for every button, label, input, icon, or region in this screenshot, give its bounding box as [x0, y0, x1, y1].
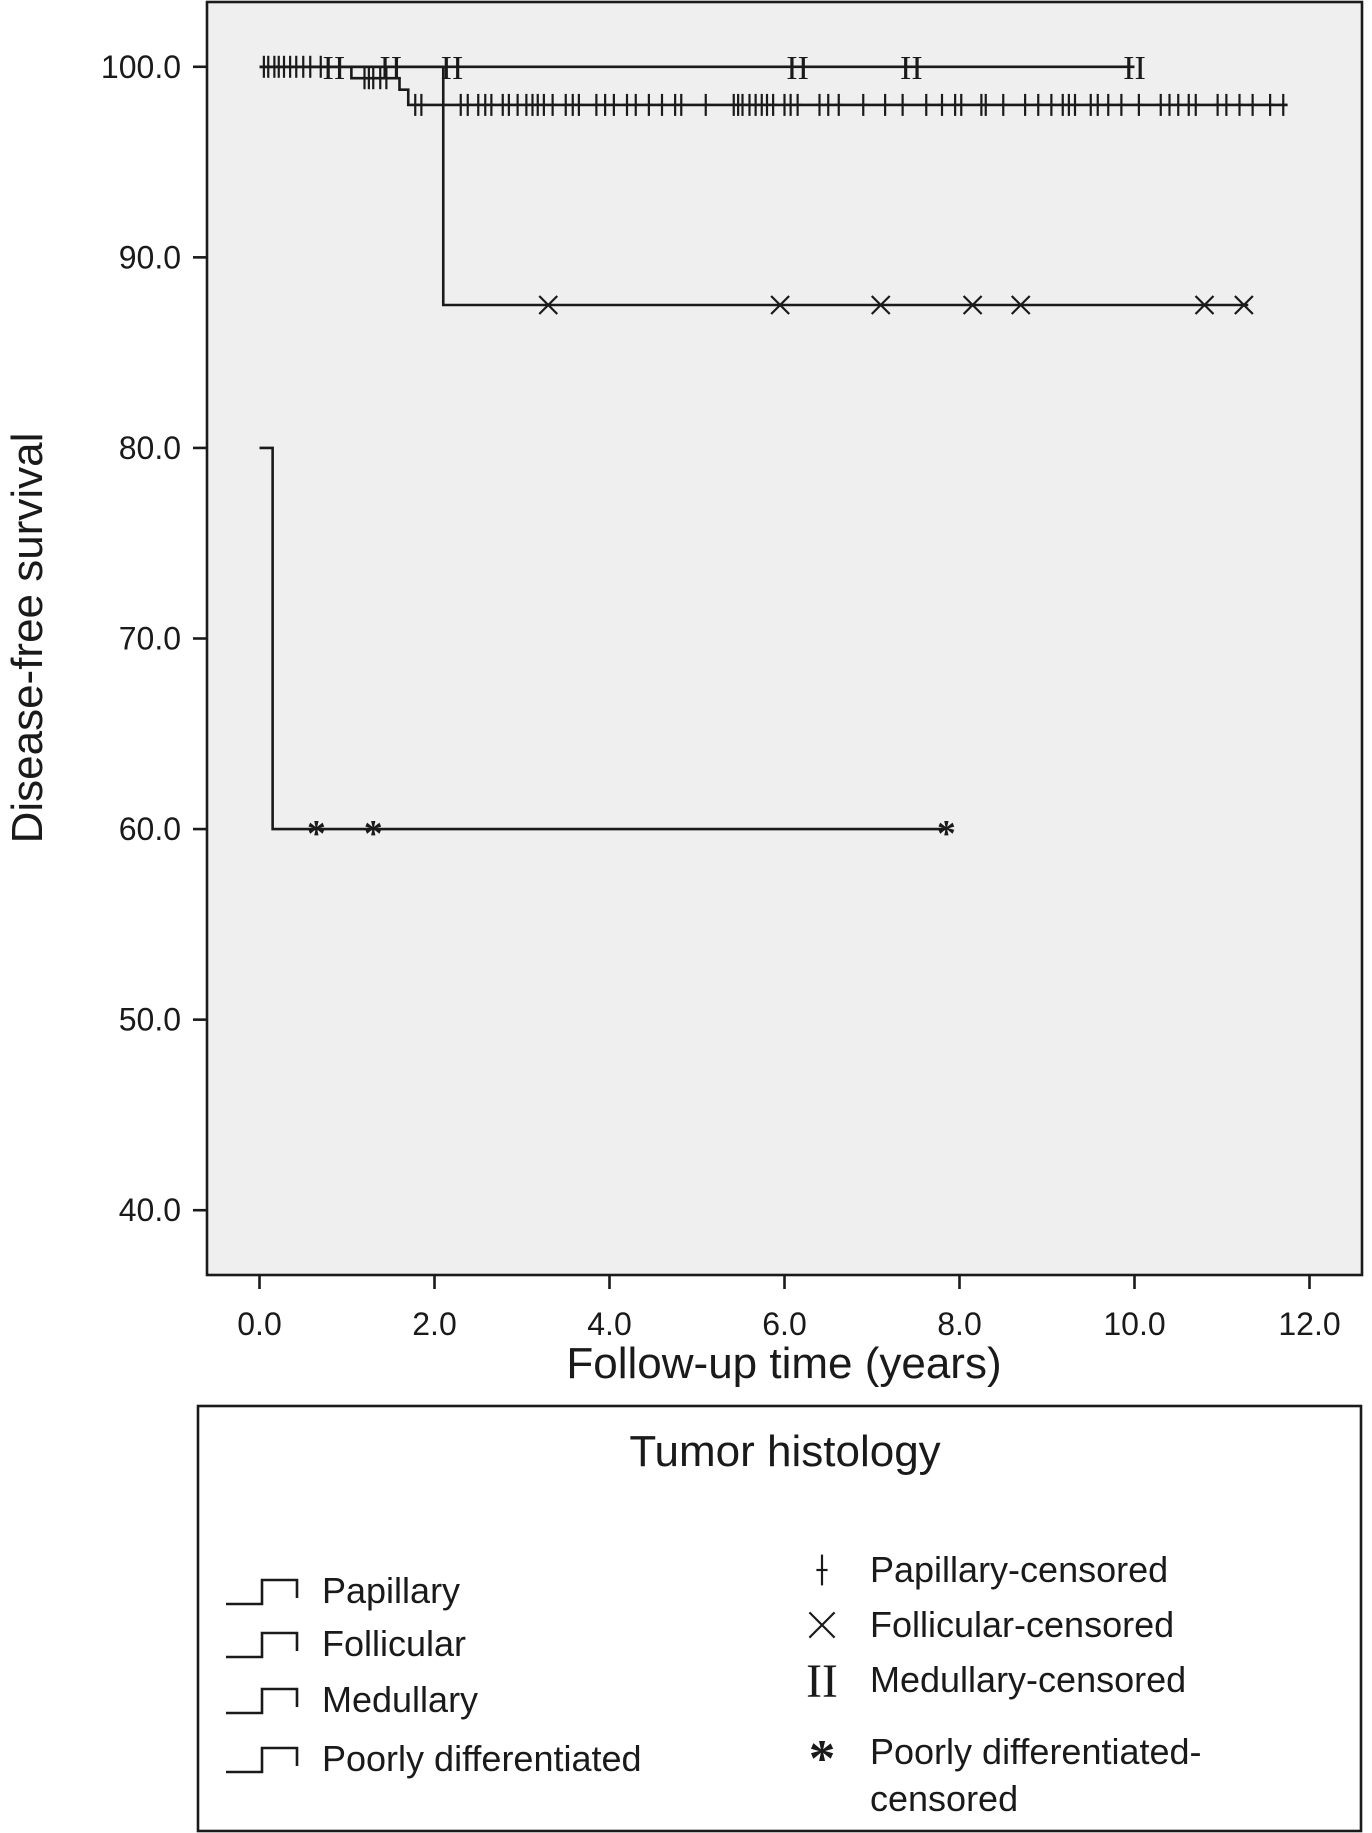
censor-mark-follicular-stroke [870, 295, 891, 315]
censor-mark-medullary: II [379, 50, 402, 87]
legend-entry-papillary-censored: Papillary-censored [816, 1549, 1168, 1590]
censor-mark-follicular-stroke [1234, 295, 1254, 315]
censor-mark-medullary: II [1123, 50, 1146, 87]
legend-entry-follicular-censored: Follicular-censored [808, 1604, 1174, 1645]
y-axis-title: Disease-free survival [3, 433, 52, 844]
y-tick-label: 90.0 [119, 239, 181, 275]
x-tick-label: 2.0 [412, 1306, 456, 1342]
curve-papillary [259, 65, 1288, 107]
y-axis: 40.0 50.0 60.0 70.0 80.0 90.0 100.0 [101, 49, 207, 1228]
censor-mark-medullary: II [323, 50, 346, 87]
legend: Tumor histology Papillary Follicular Medul… [196, 1404, 1363, 1833]
legend-label: Medullary [322, 1679, 478, 1720]
censor-mark-follicular-stroke [1194, 295, 1215, 315]
legend-entry-poorly-differentiated-censored: * Poorly differentiated-censored [809, 1729, 1202, 1819]
x-tick-label: 0.0 [237, 1306, 281, 1342]
legend-label: Follicular-censored [870, 1604, 1174, 1645]
legend-label: Follicular [322, 1623, 466, 1664]
series-poorly-differentiated: * * * [259, 446, 956, 855]
legend-box [196, 1404, 1363, 1833]
legend-curve-swatch [226, 1631, 299, 1659]
y-tick-label: 50.0 [119, 1002, 181, 1038]
censor-mark-poorly-differentiated: * [937, 813, 956, 855]
legend-curve-swatch [226, 1687, 299, 1715]
legend-markers: Papillary-censored Follicular-censored II M… [806, 1549, 1201, 1819]
y-tick-label: 40.0 [119, 1192, 181, 1228]
legend-curve-swatch [226, 1578, 299, 1606]
legend-label: Poorly differentiated- [870, 1731, 1202, 1772]
censor-mark-poorly-differentiated: * [307, 813, 326, 855]
x-axis-title: Follow-up time (years) [566, 1339, 1001, 1388]
censor-mark-poorly-differentiated: * [364, 813, 383, 855]
x-tick-label: 8.0 [937, 1306, 981, 1342]
censor-mark-follicular-stroke [538, 295, 559, 315]
censor-mark-follicular-stroke [770, 295, 790, 315]
legend-label: Papillary [322, 1570, 460, 1611]
y-tick-label: 80.0 [119, 430, 181, 466]
censor-mark-medullary: II [900, 50, 923, 87]
curve-poorly-differentiated [259, 446, 947, 831]
censor-mark-medullary: II [786, 50, 809, 87]
censor-mark-follicular-stroke [1010, 295, 1031, 315]
x-tick-label: 4.0 [587, 1306, 631, 1342]
x-tick-label: 10.0 [1103, 1306, 1165, 1342]
series-layer: II II II II II II * * * [259, 50, 1288, 855]
series-medullary: II II II II II II [259, 50, 1146, 87]
legend-marker-stroke [808, 1611, 836, 1639]
legend-entry-medullary-censored: II Medullary-censored [806, 1656, 1186, 1708]
legend-entry-papillary: Papillary [226, 1570, 460, 1611]
legend-label: Papillary-censored [870, 1549, 1168, 1590]
plot-area [205, 0, 1364, 1277]
legend-curve-swatch [226, 1746, 299, 1774]
legend-label: Poorly differentiated [322, 1738, 642, 1779]
legend-entry-follicular: Follicular [226, 1623, 466, 1664]
legend-label: censored [870, 1778, 1018, 1819]
legend-curves: Papillary Follicular Medullary Poorly diffe… [226, 1570, 642, 1779]
legend-marker: * [809, 1729, 836, 1788]
y-tick-label: 70.0 [119, 621, 181, 657]
y-tick-label: 60.0 [119, 811, 181, 847]
legend-entry-poorly-differentiated: Poorly differentiated [226, 1738, 642, 1779]
x-tick-label: 6.0 [762, 1306, 806, 1342]
x-tick-label: 12.0 [1278, 1306, 1340, 1342]
legend-label: Medullary-censored [870, 1659, 1186, 1700]
y-tick-label: 100.0 [101, 49, 181, 85]
legend-entry-medullary: Medullary [226, 1679, 478, 1720]
x-axis: 0.0 2.0 4.0 6.0 8.0 10.0 12.0 [237, 1275, 1341, 1342]
legend-title: Tumor histology [629, 1427, 940, 1476]
legend-marker: II [806, 1656, 838, 1708]
censor-mark-follicular-stroke [962, 295, 983, 315]
censor-mark-medullary: II [441, 50, 464, 87]
